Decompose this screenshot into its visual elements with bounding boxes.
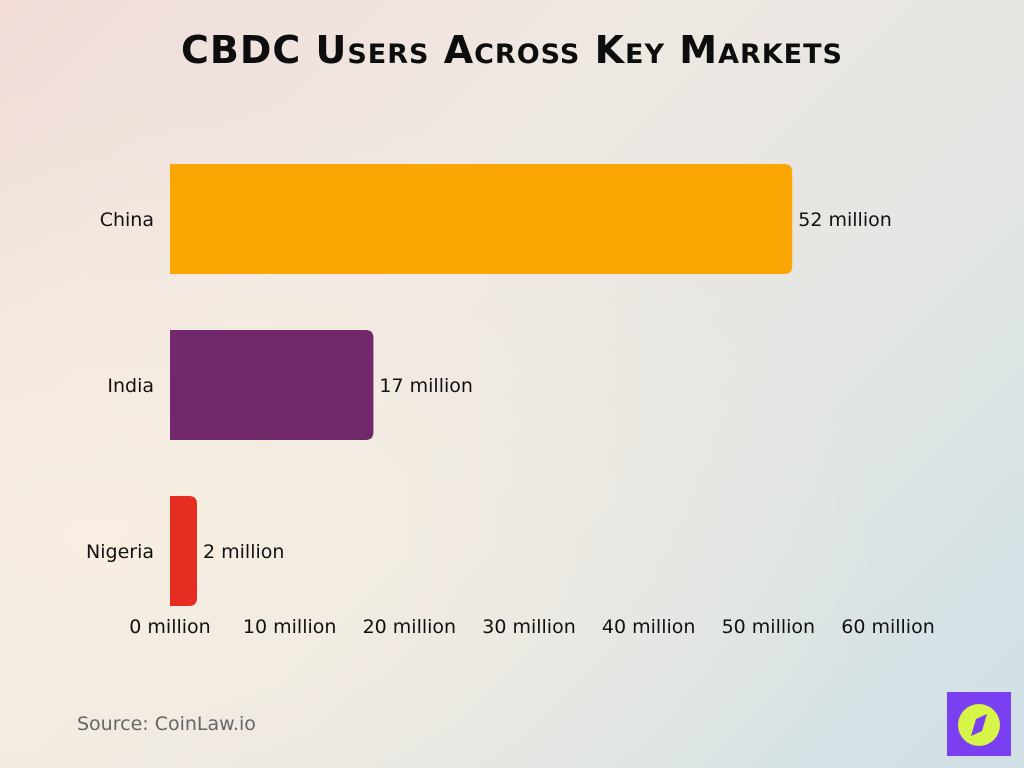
bar-nigeria [170,496,197,606]
category-label: Nigeria [86,541,154,563]
x-tick-label: 50 million [722,616,816,638]
x-tick-label: 60 million [841,616,935,638]
x-tick-label: 30 million [482,616,576,638]
logo [947,692,1011,756]
data-label: 52 million [798,209,892,231]
source-note: Source: CoinLaw.io [77,713,256,735]
x-tick-label: 10 million [243,616,337,638]
category-label: India [107,375,154,397]
category-label: China [100,209,154,231]
compass-icon [958,704,1000,746]
bar-india [170,330,374,440]
data-label: 2 million [203,541,284,563]
x-tick-label: 20 million [363,616,457,638]
x-tick-label: 0 million [129,616,210,638]
x-tick-label: 40 million [602,616,696,638]
bar-china [170,164,793,274]
data-label: 17 million [379,375,473,397]
chart-title: CBDC Users Across Key Markets [180,28,843,72]
